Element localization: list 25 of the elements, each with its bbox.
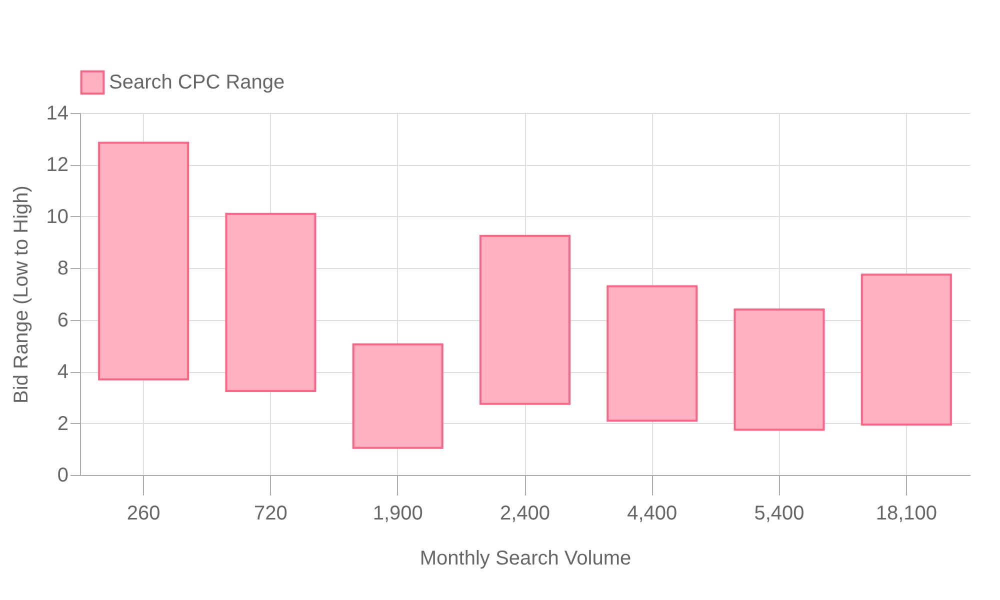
x-tick-label: 1,900 xyxy=(372,502,423,524)
x-axis-title: Monthly Search Volume xyxy=(420,548,632,570)
y-axis-title: Bid Range (Low to High) xyxy=(10,186,32,404)
y-tick-label: 0 xyxy=(57,464,68,486)
x-tick-label: 2,400 xyxy=(500,502,550,524)
x-tick-label: 5,400 xyxy=(754,502,804,524)
y-tick-label: 4 xyxy=(57,361,68,384)
x-tick-label: 18,100 xyxy=(876,502,938,524)
bar xyxy=(225,212,316,392)
bar xyxy=(734,308,825,431)
x-tick-label: 260 xyxy=(126,502,160,524)
y-tick-label: 14 xyxy=(46,102,68,124)
y-tick-label: 10 xyxy=(46,206,68,228)
bar xyxy=(98,142,190,380)
y-tick-label: 6 xyxy=(57,309,68,332)
legend-label: Search CPC Range xyxy=(109,72,285,94)
y-tick-label: 12 xyxy=(46,154,68,176)
y-tick-label: 8 xyxy=(57,258,68,280)
bar xyxy=(606,285,698,422)
bar xyxy=(480,234,570,405)
y-tick-label: 2 xyxy=(57,412,68,435)
x-tick-label: 4,400 xyxy=(627,502,678,524)
bar xyxy=(860,274,952,426)
bar xyxy=(352,343,444,449)
x-tick-label: 720 xyxy=(254,502,288,524)
